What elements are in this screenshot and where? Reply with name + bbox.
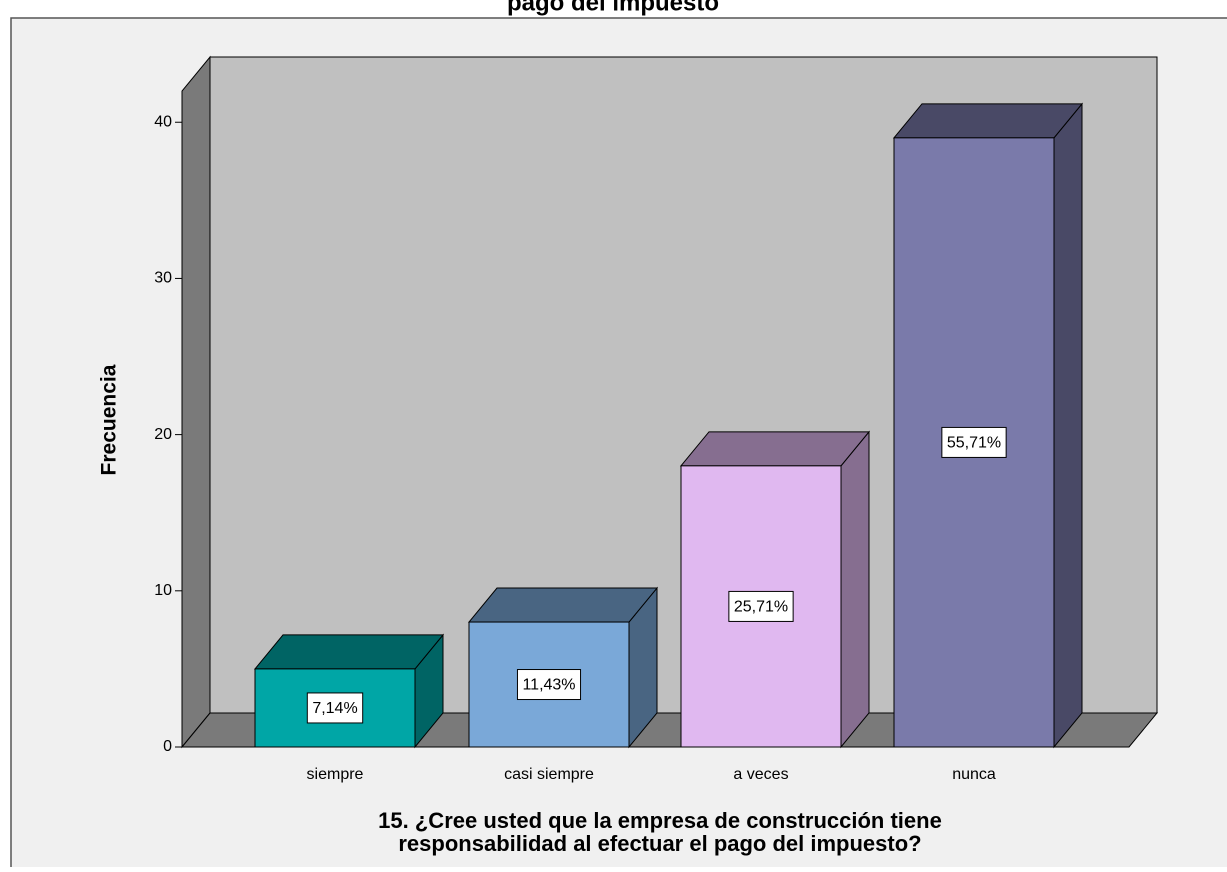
x-tick-label: siempre: [307, 766, 364, 783]
value-label: 25,71%: [734, 599, 788, 616]
value-label-box: [941, 426, 1007, 458]
value-label-box: [516, 669, 582, 701]
bar-top: [253, 634, 445, 670]
value-label: 11,43%: [522, 677, 575, 694]
value-label: 7,14%: [312, 700, 357, 717]
y-tick-label: 10: [154, 582, 172, 599]
bar-top: [679, 431, 871, 467]
y-axis-title: Frecuencia: [98, 364, 121, 475]
x-axis-title: 15. ¿Cree usted que la empresa de constr…: [378, 808, 942, 833]
x-tick-label: nunca: [952, 766, 996, 783]
x-axis-title: responsabilidad al efectuar el pago del …: [398, 831, 921, 856]
bar-top: [892, 103, 1084, 139]
bar-side: [840, 430, 870, 749]
y-tick-label: 0: [163, 738, 172, 755]
y-tick-label: 20: [154, 426, 172, 443]
chart-title: pago del impuesto: [507, 0, 719, 16]
y-tick-label: 30: [154, 270, 172, 287]
value-label-box: [306, 692, 364, 724]
value-label-box: [728, 590, 794, 622]
x-tick-label: a veces: [733, 766, 788, 783]
bar-top: [467, 587, 659, 623]
left-wall: [181, 55, 211, 749]
bar-side: [1053, 102, 1083, 749]
x-tick-label: casi siempre: [504, 766, 594, 783]
y-tick-label: 40: [154, 113, 172, 130]
value-label: 55,71%: [947, 435, 1001, 452]
